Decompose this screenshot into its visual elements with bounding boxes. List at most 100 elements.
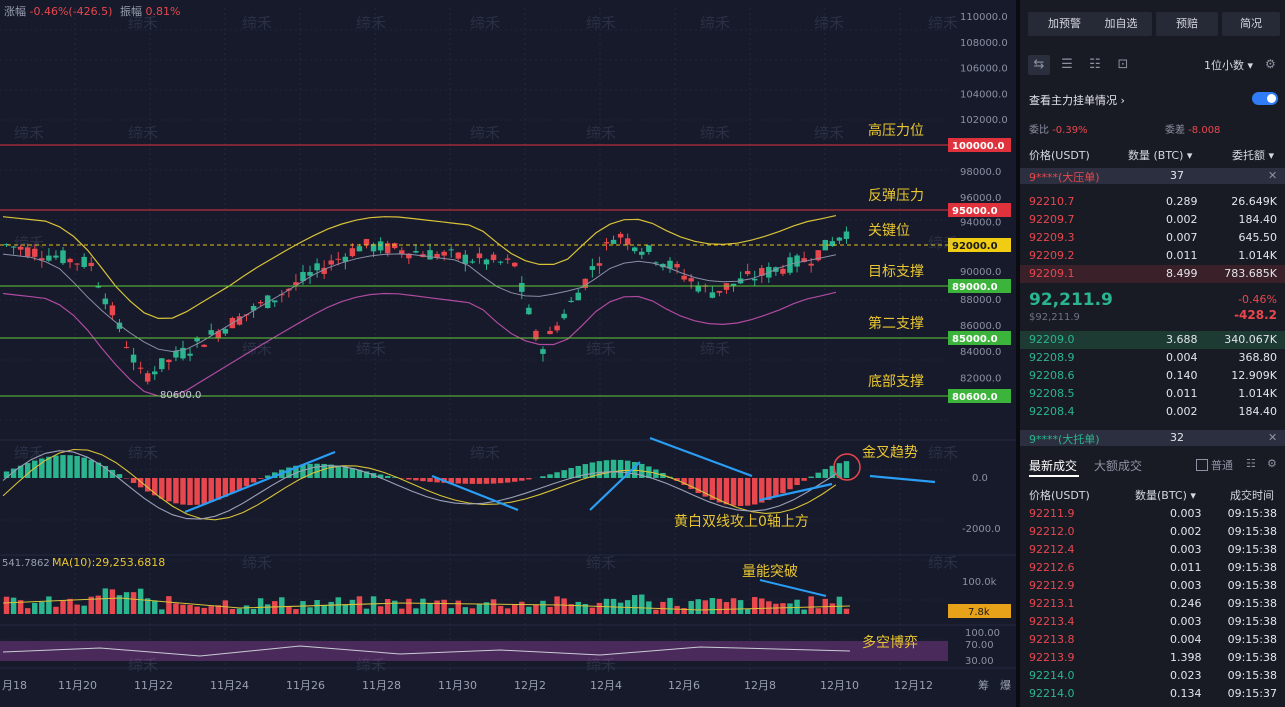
big-orders-toggle[interactable] <box>1252 92 1278 105</box>
macd-histogram-bar <box>829 465 836 478</box>
volume-bar <box>53 606 59 614</box>
layout-both-icon[interactable]: ⇆ <box>1028 55 1050 75</box>
bid-row[interactable]: 92209.0 3.688 340.067K <box>1020 331 1285 349</box>
order-diff-label: 委差 <box>1165 125 1185 136</box>
macd-histogram-bar <box>335 465 341 478</box>
trend-arrow <box>649 436 753 478</box>
trade-qty: 0.004 <box>1170 633 1202 646</box>
trade-row[interactable]: 92213.4 0.003 09:15:38 <box>1020 613 1285 631</box>
bid-row[interactable]: 92208.5 0.011 1.014K <box>1020 385 1285 403</box>
trade-row[interactable]: 92212.6 0.011 09:15:38 <box>1020 559 1285 577</box>
panel-divider[interactable] <box>1016 0 1020 707</box>
expand-icon[interactable]: ⊡ <box>1117 57 1129 72</box>
settings-gear-icon[interactable]: ⚙ <box>1265 57 1276 71</box>
settings-gear-icon[interactable]: ⚙ <box>1267 457 1277 470</box>
filter-icon[interactable]: ☷ <box>1246 457 1256 470</box>
watermark-text: 缔禾 <box>586 554 616 572</box>
kline-chart[interactable]: 110000.0 108000.0 106000.0 104000.0 102000.0… <box>0 0 1016 707</box>
golden-cross-annotation: 金叉趋势 <box>862 445 918 461</box>
ask-row[interactable]: 92210.7 0.289 26.649K <box>1020 193 1285 211</box>
trade-time: 09:15:37 <box>1227 687 1277 700</box>
kline-chart-panel[interactable]: 110000.0 108000.0 106000.0 104000.0 102000.0… <box>0 0 1016 707</box>
volume-bar <box>533 605 539 614</box>
bid-total: 368.80 <box>1238 351 1278 364</box>
add-alert-button[interactable]: 加预警 <box>1028 12 1101 36</box>
macd-histogram-bar <box>32 460 38 478</box>
trade-price: 92213.8 <box>1029 633 1075 646</box>
macd-histogram-bar <box>420 478 426 482</box>
trend-arrow <box>759 482 833 502</box>
add-watchlist-button[interactable]: 加自选 <box>1090 12 1152 36</box>
layout-asks-icon[interactable]: ☷ <box>1089 57 1101 72</box>
trade-row[interactable]: 92213.9 1.398 09:15:38 <box>1020 649 1285 667</box>
macd-histogram-bar <box>293 465 299 478</box>
macd-histogram-bar <box>194 478 200 505</box>
big-sell-row[interactable]: 9****(大压单) 37 ✕ <box>1020 168 1285 184</box>
watch-big-orders-link[interactable]: 查看主力挂单情况 › <box>1029 92 1125 108</box>
tab-latest-trades[interactable]: 最新成交 <box>1029 459 1078 473</box>
ask-row[interactable]: 92209.1 8.499 783.685K <box>1020 265 1285 283</box>
candle-body <box>32 248 38 257</box>
trade-row[interactable]: 92212.0 0.002 09:15:38 <box>1020 523 1285 541</box>
trade-row[interactable]: 92212.9 0.003 09:15:38 <box>1020 577 1285 595</box>
trade-row[interactable]: 92213.1 0.246 09:15:38 <box>1020 595 1285 613</box>
price-tick-label: 88000.0 <box>960 295 1001 306</box>
predict-button[interactable]: 预赔 <box>1156 12 1218 36</box>
macd-histogram-bar <box>95 462 102 478</box>
candle-body <box>589 266 596 270</box>
order-ratio: 委比 -0.39% <box>1029 121 1088 136</box>
candle-body <box>709 292 716 298</box>
trade-row[interactable]: 92214.0 0.134 09:15:37 <box>1020 685 1285 703</box>
big-buy-row[interactable]: 9****(大托单) 32 ✕ <box>1020 430 1285 446</box>
ask-row[interactable]: 92209.7 0.002 184.40 <box>1020 211 1285 229</box>
close-icon[interactable]: ✕ <box>1268 431 1278 444</box>
candle-body <box>490 254 497 261</box>
macd-histogram-bar <box>780 478 786 494</box>
volume-bar <box>144 598 151 614</box>
bid-row[interactable]: 92208.4 0.002 184.40 <box>1020 403 1285 421</box>
ask-row[interactable]: 92209.3 0.007 645.50 <box>1020 229 1285 247</box>
decimal-select[interactable]: 1位小数 ▾ <box>1204 57 1253 73</box>
candle-body <box>67 258 73 263</box>
ask-row[interactable]: 92209.2 0.011 1.014K <box>1020 247 1285 265</box>
trade-row[interactable]: 92214.0 0.023 09:15:38 <box>1020 667 1285 685</box>
tab-large-trades[interactable]: 大额成交 <box>1094 459 1143 473</box>
candle-body <box>674 264 680 268</box>
trade-row[interactable]: 92211.9 0.003 09:15:38 <box>1020 505 1285 523</box>
order-diff-value: -8.008 <box>1188 125 1221 136</box>
bid-row[interactable]: 92208.9 0.004 368.80 <box>1020 349 1285 367</box>
ask-total: 783.685K <box>1224 267 1277 280</box>
candle-body <box>575 292 581 301</box>
col-qty-header[interactable]: 数量 (BTC) ▾ <box>1128 147 1192 163</box>
candle-body <box>603 242 610 244</box>
trade-time: 09:15:38 <box>1227 669 1277 682</box>
candle-body <box>166 359 172 363</box>
col-total-header[interactable]: 委托额 ▾ <box>1232 147 1274 163</box>
watch-big-orders-label: 查看主力挂单情况 <box>1029 94 1117 107</box>
volume-bar <box>843 608 850 614</box>
macd-histogram-bar <box>822 469 829 478</box>
trade-price: 92212.6 <box>1029 561 1075 574</box>
trade-row[interactable]: 92212.4 0.003 09:15:38 <box>1020 541 1285 559</box>
x-axis-label: 12月12 <box>894 679 933 692</box>
macd-histogram-bar <box>519 478 525 481</box>
volume-bar <box>406 598 412 614</box>
close-icon[interactable]: ✕ <box>1268 169 1278 182</box>
trade-row[interactable]: 92213.8 0.004 09:15:38 <box>1020 631 1285 649</box>
level-annotation: 第二支撑 <box>868 315 924 332</box>
normal-checkbox[interactable] <box>1196 459 1208 471</box>
layout-bids-icon[interactable]: ☰ <box>1061 57 1073 72</box>
oscillator-axis-label: 100.00 <box>965 628 1000 639</box>
volume-bar <box>780 603 786 614</box>
trade-time: 09:15:38 <box>1227 579 1277 592</box>
candle-body <box>801 258 807 262</box>
watermark-text: 缔禾 <box>928 234 958 252</box>
volume-bar <box>497 605 504 614</box>
level-price-badge <box>948 331 1011 345</box>
overview-button[interactable]: 简况 <box>1222 12 1280 36</box>
bid-row[interactable]: 92208.6 0.140 12.909K <box>1020 367 1285 385</box>
trade-col-qty-header[interactable]: 数量(BTC) ▾ <box>1135 487 1196 503</box>
candle-body <box>596 263 603 266</box>
trade-time: 09:15:38 <box>1227 561 1277 574</box>
volume-bar <box>286 606 292 614</box>
